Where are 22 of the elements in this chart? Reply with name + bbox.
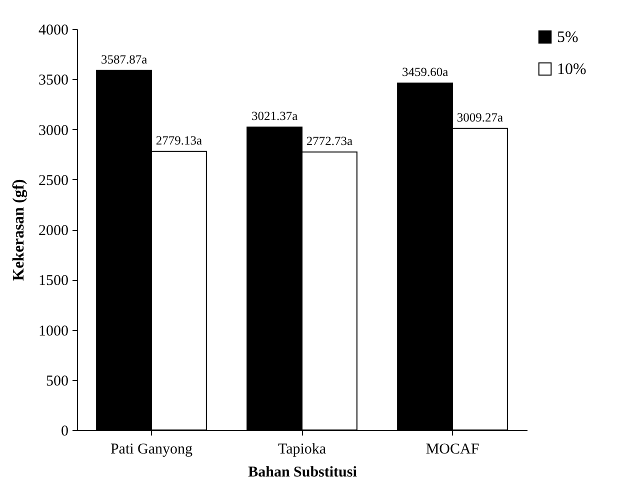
x-tick-label: Pati Ganyong	[110, 442, 194, 458]
y-tick-label: 4000	[38, 22, 68, 38]
legend-label: 5%	[557, 29, 578, 46]
data-label: 3459.60a	[402, 65, 449, 80]
x-axis-title: Bahan Substitusi	[248, 464, 357, 480]
x-tick-label: Tapioka	[278, 442, 326, 458]
data-label: 2779.13a	[156, 133, 202, 148]
y-tick-label: 3000	[38, 122, 68, 139]
y-tick-label: 3500	[38, 72, 68, 89]
y-axis-title: Kekerasan (gf)	[10, 179, 28, 281]
legend-label: 10%	[557, 61, 586, 78]
data-label: 3587.87a	[100, 52, 148, 66]
data-label: 3021.37a	[251, 109, 298, 124]
data-label: 2772.73a	[306, 134, 353, 148]
y-tick-label: 500	[46, 373, 68, 390]
y-tick-label: 2000	[38, 223, 68, 239]
y-tick-label: 2500	[38, 172, 68, 189]
y-tick-label: 0	[61, 424, 68, 440]
y-tick-label: 1500	[38, 273, 68, 290]
data-label: 3009.27a	[456, 110, 504, 124]
y-tick-label: 1000	[38, 323, 68, 340]
x-tick-label: MOCAF	[426, 442, 480, 458]
